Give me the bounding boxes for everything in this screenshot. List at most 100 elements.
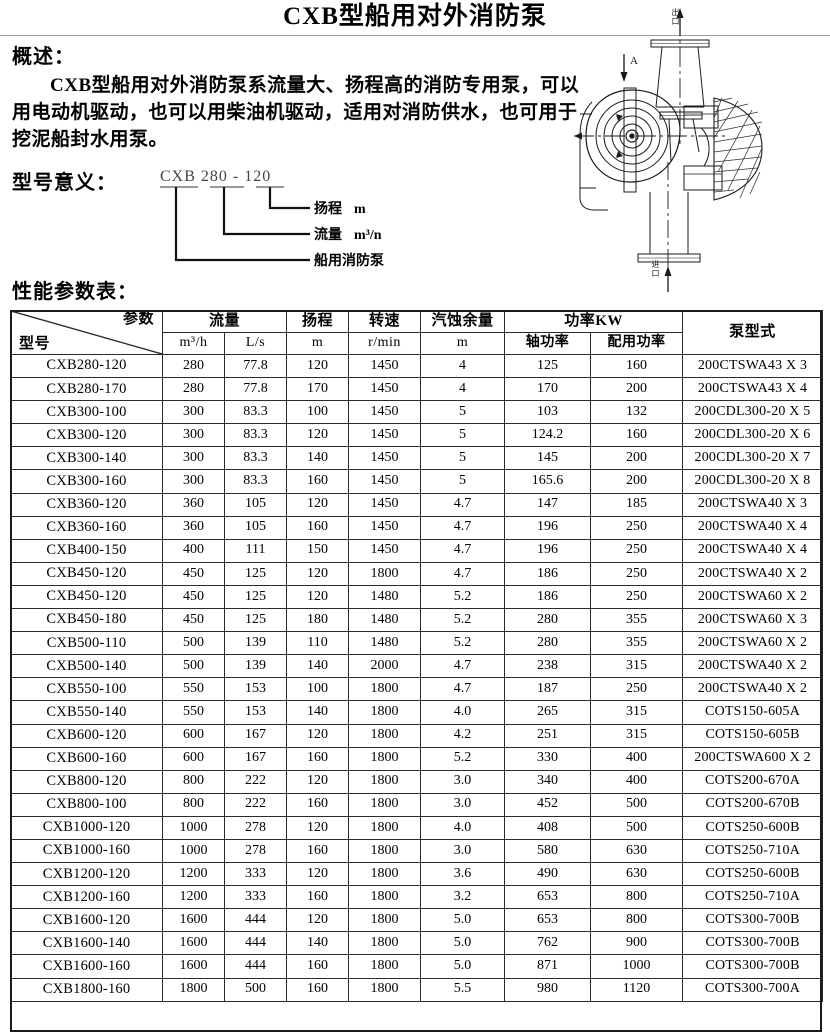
cell-flow-ls: 444 bbox=[223, 931, 288, 956]
cell-speed: 1800 bbox=[348, 792, 422, 817]
cell-head: 120 bbox=[286, 353, 350, 379]
cell-flow-m3h: 1200 bbox=[162, 885, 225, 910]
cell-flow-m3h: 300 bbox=[162, 423, 225, 448]
table-row: CXB800-100 800 222 160 1800 3.0 452 500 COTS200-… bbox=[10, 792, 824, 817]
cell-motor-power: 250 bbox=[590, 515, 684, 540]
table-row: CXB360-160 360 105 160 1450 4.7 196 250 200CTSWA… bbox=[10, 515, 824, 540]
cell-head: 140 bbox=[286, 700, 350, 725]
cell-npsh: 5.0 bbox=[420, 931, 506, 956]
cell-motor-power: 250 bbox=[590, 561, 684, 586]
cell-speed: 1450 bbox=[348, 423, 422, 448]
header-head: 扬程 bbox=[286, 310, 350, 333]
cell-model: CXB800-100 bbox=[10, 792, 163, 817]
cell-model: CXB450-180 bbox=[10, 608, 163, 633]
cell-shaft-power: 653 bbox=[504, 885, 592, 910]
cell-speed: 1800 bbox=[348, 700, 422, 725]
title-divider bbox=[0, 35, 830, 36]
cell-motor-power: 355 bbox=[590, 631, 684, 656]
cell-motor-power: 500 bbox=[590, 815, 684, 840]
cell-speed: 1450 bbox=[348, 377, 422, 402]
cell-flow-ls: 333 bbox=[223, 862, 288, 887]
cell-shaft-power: 170 bbox=[504, 377, 592, 402]
cell-motor-power: 1000 bbox=[590, 954, 684, 979]
cell-shaft-power: 653 bbox=[504, 908, 592, 933]
cell-shaft-power: 452 bbox=[504, 792, 592, 817]
cell-flow-m3h: 1600 bbox=[162, 931, 225, 956]
cell-flow-ls: 500 bbox=[223, 977, 288, 1002]
cell-model: CXB450-120 bbox=[10, 584, 163, 610]
header-param-label: 参数 bbox=[122, 311, 154, 327]
page-title-text: CXB型船用对外消防泵 bbox=[283, 3, 547, 30]
cell-flow-m3h: 450 bbox=[162, 608, 225, 633]
cell-flow-ls: 139 bbox=[223, 631, 288, 656]
cell-motor-power: 200 bbox=[590, 377, 684, 402]
cell-flow-m3h: 500 bbox=[162, 654, 225, 679]
cell-npsh: 5.5 bbox=[420, 977, 506, 1002]
cell-flow-m3h: 360 bbox=[162, 515, 225, 540]
cell-model: CXB550-140 bbox=[10, 700, 163, 725]
cell-model: CXB360-160 bbox=[10, 515, 163, 540]
cell-motor-power: 185 bbox=[590, 492, 684, 517]
header-speed-unit: r/min bbox=[348, 332, 422, 355]
cell-flow-m3h: 300 bbox=[162, 446, 225, 471]
cell-flow-ls: 139 bbox=[223, 654, 288, 679]
cell-flow-ls: 77.8 bbox=[223, 377, 288, 402]
cell-motor-power: 132 bbox=[590, 400, 684, 425]
cell-flow-m3h: 550 bbox=[162, 677, 225, 702]
cell-flow-m3h: 1200 bbox=[162, 862, 225, 887]
cell-head: 140 bbox=[286, 931, 350, 956]
cell-motor-power: 1120 bbox=[590, 977, 684, 1002]
cell-flow-ls: 125 bbox=[223, 608, 288, 633]
cell-npsh: 4 bbox=[420, 377, 506, 402]
performance-table-container: 参数 型号 流量 扬程 转速 汽蚀余量 功率KW 泵型式 m³/h L/s m … bbox=[10, 310, 824, 1002]
cell-motor-power: 800 bbox=[590, 885, 684, 910]
table-row: CXB450-180 450 125 180 1480 5.2 280 355 200CTSWA… bbox=[10, 608, 824, 633]
cell-flow-m3h: 1000 bbox=[162, 815, 225, 840]
cell-npsh: 5.2 bbox=[420, 608, 506, 633]
header-npsh-unit: m bbox=[420, 332, 506, 355]
cell-motor-power: 630 bbox=[590, 862, 684, 887]
cell-head: 140 bbox=[286, 446, 350, 471]
cell-speed: 2000 bbox=[348, 654, 422, 679]
cell-head: 160 bbox=[286, 469, 350, 494]
cell-speed: 1800 bbox=[348, 769, 422, 794]
cell-shaft-power: 265 bbox=[504, 700, 592, 725]
cell-speed: 1800 bbox=[348, 954, 422, 979]
table-row: CXB1200-120 1200 333 120 1800 3.6 490 630 COTS25… bbox=[10, 862, 824, 887]
cell-pump-type: COTS200-670A bbox=[682, 769, 824, 794]
cell-pump-type: 200CTSWA40 X 2 bbox=[682, 654, 824, 679]
cell-flow-ls: 125 bbox=[223, 561, 288, 586]
corner-diagonal-line bbox=[11, 311, 162, 354]
cell-npsh: 5 bbox=[420, 469, 506, 494]
overview-paragraph: CXB型船用对外消防泵系流量大、扬程高的消防专用泵，可以用电动机驱动，也可以用柴… bbox=[12, 75, 580, 150]
cell-pump-type: COTS150-605B bbox=[682, 723, 824, 748]
cell-shaft-power: 408 bbox=[504, 815, 592, 840]
cell-speed: 1800 bbox=[348, 977, 422, 1002]
leader-label-head-text: 扬程 bbox=[314, 202, 342, 217]
table-row: CXB300-100 300 83.3 100 1450 5 103 132 200CDL300… bbox=[10, 400, 824, 425]
table-row: CXB800-120 800 222 120 1800 3.0 340 400 COTS200-… bbox=[10, 769, 824, 794]
cell-flow-ls: 333 bbox=[223, 885, 288, 910]
cell-head: 100 bbox=[286, 400, 350, 425]
cell-head: 160 bbox=[286, 954, 350, 979]
leader-label-pump-text: 船用消防泵 bbox=[314, 254, 384, 269]
cell-flow-ls: 222 bbox=[223, 792, 288, 817]
cell-model: CXB600-120 bbox=[10, 723, 163, 748]
cell-speed: 1800 bbox=[348, 838, 422, 864]
cell-model: CXB400-150 bbox=[10, 538, 163, 563]
cell-flow-m3h: 450 bbox=[162, 584, 225, 610]
cell-flow-m3h: 450 bbox=[162, 561, 225, 586]
cell-pump-type: 200CDL300-20 X 7 bbox=[682, 446, 824, 471]
cell-model: CXB300-100 bbox=[10, 400, 163, 425]
cell-head: 120 bbox=[286, 815, 350, 840]
cell-pump-type: COTS300-700B bbox=[682, 908, 824, 933]
cell-shaft-power: 980 bbox=[504, 977, 592, 1002]
cell-motor-power: 315 bbox=[590, 700, 684, 725]
cell-model: CXB300-140 bbox=[10, 446, 163, 471]
cell-flow-ls: 77.8 bbox=[223, 353, 288, 379]
cell-speed: 1480 bbox=[348, 608, 422, 633]
cell-npsh: 3.0 bbox=[420, 769, 506, 794]
table-row: CXB400-150 400 111 150 1450 4.7 196 250 200CTSWA… bbox=[10, 538, 824, 563]
cell-flow-m3h: 500 bbox=[162, 631, 225, 656]
cell-model: CXB360-120 bbox=[10, 492, 163, 517]
